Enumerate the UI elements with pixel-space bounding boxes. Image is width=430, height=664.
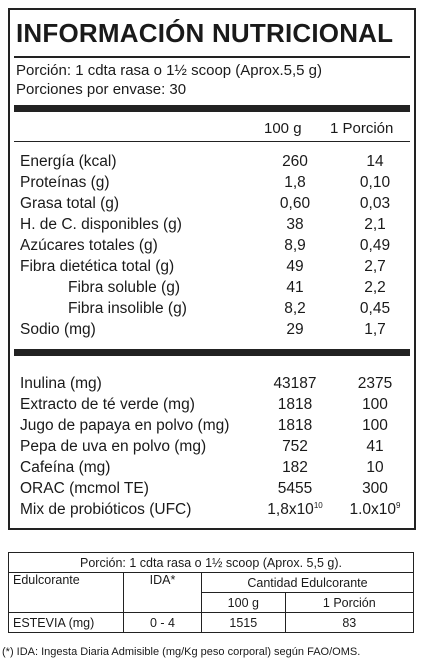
serving-size: Porción: 1 cdta rasa o 1½ scoop (Aprox.5… <box>16 62 322 79</box>
nutrient-row: Azúcares totales (g) 8,9 0,49 <box>10 237 414 258</box>
nutrient-value-portion: 0,03 <box>359 195 391 212</box>
nutrient-row: Fibra insolible (g) 8,2 0,45 <box>10 300 414 321</box>
ingredient-row: Inulina (mg) 43187 2375 <box>10 375 414 396</box>
ingredient-row: ORAC (mcmol TE) 5455 300 <box>10 480 414 501</box>
nutrient-value-100g: 29 <box>286 321 304 338</box>
sweetener-serving: Porción: 1 cdta rasa o 1½ scoop (Aprox. … <box>8 552 414 573</box>
ingredient-value-portion: 41 <box>366 438 384 455</box>
nutrient-value-portion: 2,7 <box>364 258 386 275</box>
ingredient-value-100g: 1818 <box>277 396 313 413</box>
ingredient-name: Extracto de té verde (mg) <box>20 396 195 413</box>
amount-col-header: Cantidad Edulcorante <box>201 572 414 593</box>
nutrient-value-portion: 14 <box>366 153 384 170</box>
sweetener-value-100g: 1515 <box>201 612 286 633</box>
footnote: (*) IDA: Ingesta Diaria Admisible (mg/Kg… <box>2 646 361 658</box>
amount-100g-header: 100 g <box>201 592 286 613</box>
nutrient-value-100g: 260 <box>282 153 308 170</box>
nutrient-name: Fibra insolible (g) <box>68 300 187 317</box>
nutrient-name: Grasa total (g) <box>20 195 120 212</box>
thick-rule <box>14 349 410 356</box>
ingredient-name: Cafeína (mg) <box>20 459 111 476</box>
ingredient-row: Pepa de uva en polvo (mg) 752 41 <box>10 438 414 459</box>
ingredient-value-100g: 182 <box>282 459 308 476</box>
sweetener-table: Porción: 1 cdta rasa o 1½ scoop (Aprox. … <box>8 552 415 633</box>
nutrient-value-100g: 38 <box>286 216 304 233</box>
sweetener-col-header: Edulcorante <box>8 572 124 613</box>
nutrient-row: Grasa total (g) 0,60 0,03 <box>10 195 414 216</box>
ingredient-name: Jugo de papaya en polvo (mg) <box>20 417 230 434</box>
nutrient-row: Sodio (mg) 29 1,7 <box>10 321 414 342</box>
nutrient-name: Fibra soluble (g) <box>68 279 180 296</box>
ingredient-name: Mix de probióticos (UFC) <box>20 501 192 518</box>
nutrient-value-portion: 2,2 <box>364 279 386 296</box>
ingredient-value-100g: 5455 <box>277 480 313 497</box>
nutrient-value-100g: 1,8 <box>284 174 306 191</box>
nutrient-name: Fibra dietética total (g) <box>20 258 175 275</box>
nutrient-value-portion: 2,1 <box>364 216 386 233</box>
servings-per-container: Porciones por envase: 30 <box>16 81 187 98</box>
ingredient-value-portion: 100 <box>362 417 388 434</box>
nutrient-value-100g: 0,60 <box>279 195 311 212</box>
amount-portion-header: 1 Porción <box>284 592 415 613</box>
sweetener-value-portion: 83 <box>284 612 415 633</box>
nutrient-row: Proteínas (g) 1,8 0,10 <box>10 174 414 195</box>
ingredient-name: Pepa de uva en polvo (mg) <box>20 438 207 455</box>
ingredient-value-portion: 300 <box>362 480 388 497</box>
ingredient-value-portion: 2375 <box>357 375 393 392</box>
header-rule <box>14 141 410 142</box>
nutrient-name: Proteínas (g) <box>20 174 110 191</box>
ingredient-name: Inulina (mg) <box>20 375 102 392</box>
nutrient-name: H. de C. disponibles (g) <box>20 216 182 233</box>
ingredient-value-100g: 752 <box>282 438 308 455</box>
ingredient-value-100g: 1818 <box>277 417 313 434</box>
nutrient-value-100g: 8,9 <box>284 237 306 254</box>
ingredient-name: ORAC (mcmol TE) <box>20 480 149 497</box>
nutrient-value-portion: 0,45 <box>359 300 391 317</box>
nutrient-row: Energía (kcal) 260 14 <box>10 153 414 174</box>
sweetener-name: ESTEVIA (mg) <box>8 612 124 633</box>
ida-col-header: IDA* <box>123 572 202 613</box>
ingredient-value-100g: 43187 <box>273 375 317 392</box>
thick-rule <box>14 105 410 112</box>
ingredient-value-portion: 1.0x109 <box>349 501 401 518</box>
nutrient-name: Azúcares totales (g) <box>20 237 158 254</box>
nutrient-row: Fibra soluble (g) 41 2,2 <box>10 279 414 300</box>
ingredient-row: Extracto de té verde (mg) 1818 100 <box>10 396 414 417</box>
panel-title: INFORMACIÓN NUTRICIONAL <box>16 18 394 48</box>
nutrition-facts-panel: INFORMACIÓN NUTRICIONAL Porción: 1 cdta … <box>8 8 416 530</box>
nutrient-name: Energía (kcal) <box>20 153 117 170</box>
nutrient-value-100g: 41 <box>286 279 304 296</box>
ingredient-value-100g: 1,8x1010 <box>267 501 323 518</box>
nutrient-row: H. de C. disponibles (g) 38 2,1 <box>10 216 414 237</box>
ingredient-row: Jugo de papaya en polvo (mg) 1818 100 <box>10 417 414 438</box>
nutrient-value-100g: 8,2 <box>284 300 306 317</box>
nutrient-row: Fibra dietética total (g) 49 2,7 <box>10 258 414 279</box>
nutrient-value-portion: 0,10 <box>359 174 391 191</box>
nutrient-value-portion: 1,7 <box>364 321 386 338</box>
nutrient-value-100g: 49 <box>286 258 304 275</box>
title-rule <box>14 56 410 58</box>
nutrient-value-portion: 0,49 <box>359 237 391 254</box>
ingredient-row: Cafeína (mg) 182 10 <box>10 459 414 480</box>
sweetener-ida: 0 - 4 <box>123 612 202 633</box>
col-header-100g: 100 g <box>264 120 302 137</box>
col-header-portion: 1 Porción <box>330 120 394 137</box>
ingredient-value-portion: 10 <box>366 459 384 476</box>
ingredient-value-portion: 100 <box>362 396 388 413</box>
ingredient-row: Mix de probióticos (UFC) 1,8x1010 1.0x10… <box>10 501 414 522</box>
nutrient-name: Sodio (mg) <box>20 321 96 338</box>
